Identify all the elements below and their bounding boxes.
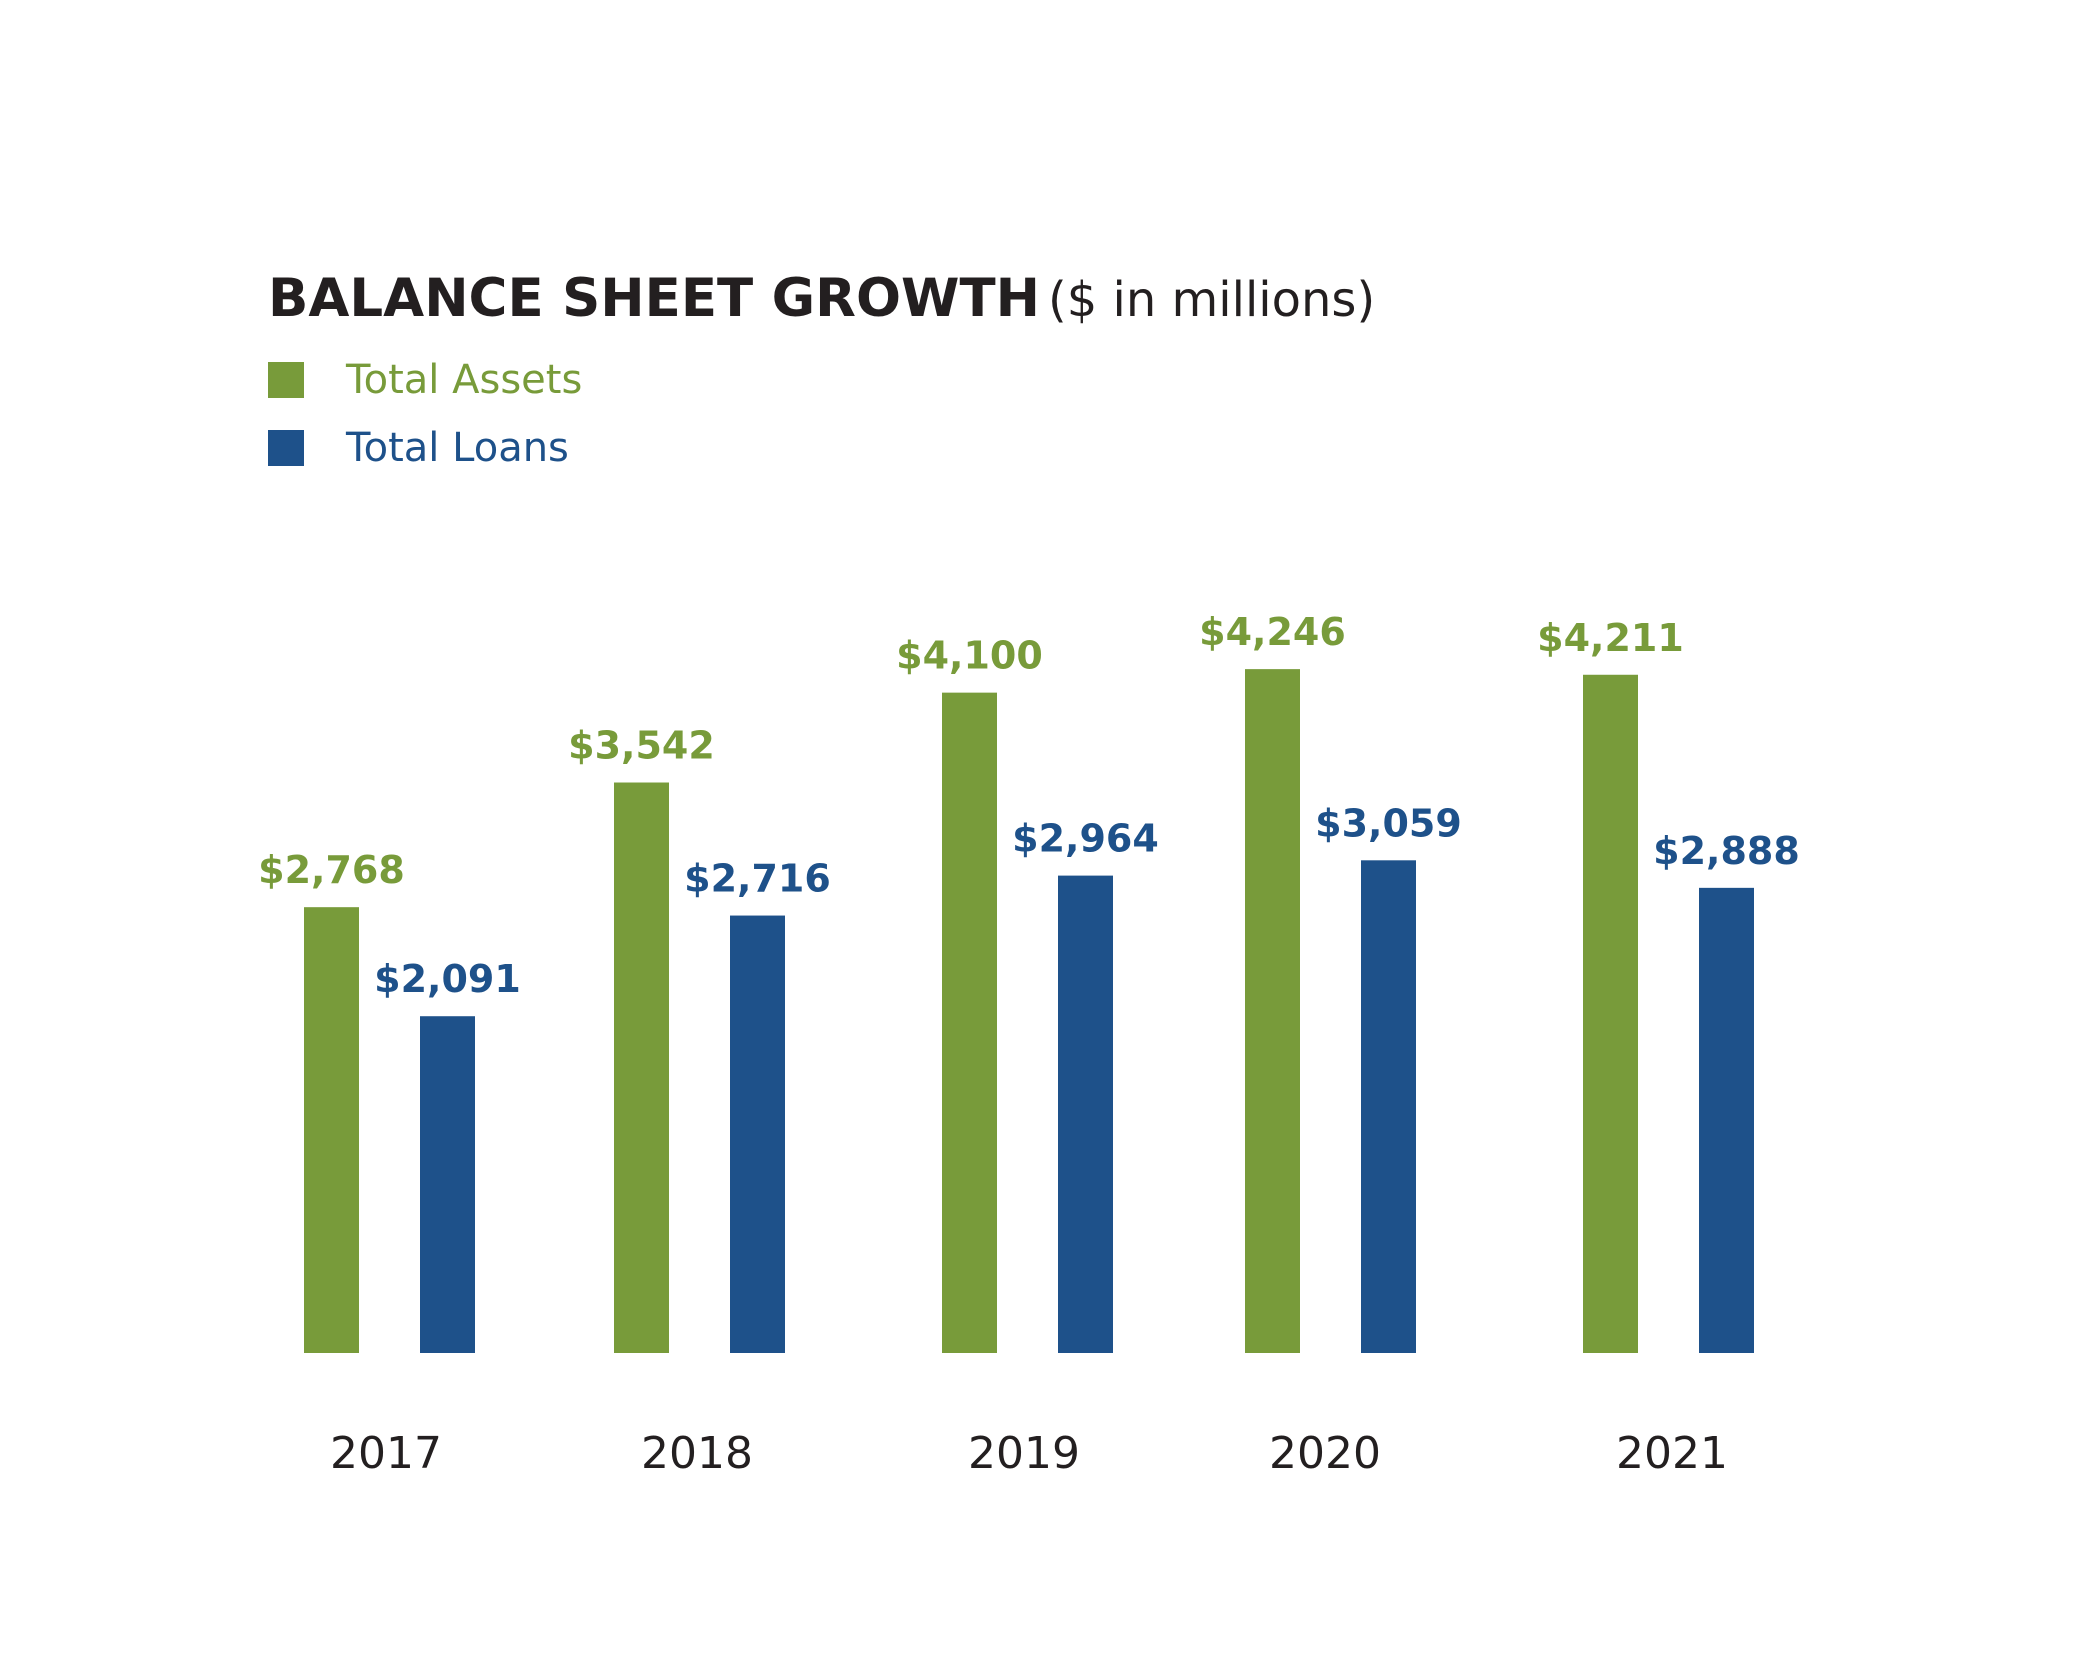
bar-total-loans-2017 xyxy=(420,1016,475,1353)
data-label-total-assets-2017: $2,768 xyxy=(258,848,405,892)
data-label-total-assets-2019: $4,100 xyxy=(896,634,1043,678)
bar-total-assets-2019 xyxy=(942,692,997,1353)
x-tick-label-2017: 2017 xyxy=(330,1428,442,1479)
data-label-total-loans-2020: $3,059 xyxy=(1315,801,1462,845)
x-tick-label-2018: 2018 xyxy=(641,1428,753,1479)
x-tick-label-2019: 2019 xyxy=(968,1428,1080,1479)
data-label-total-assets-2020: $4,246 xyxy=(1199,610,1346,654)
bar-total-assets-2021 xyxy=(1583,674,1638,1353)
data-label-total-loans-2017: $2,091 xyxy=(374,957,521,1001)
legend-swatch-total-assets xyxy=(268,362,304,398)
data-label-total-loans-2021: $2,888 xyxy=(1653,829,1800,873)
legend-label-total-loans: Total Loans xyxy=(346,425,569,471)
bar-total-loans-2018 xyxy=(730,915,785,1353)
x-tick-label-2021: 2021 xyxy=(1616,1428,1728,1479)
bar-total-assets-2020 xyxy=(1245,669,1300,1353)
data-label-total-assets-2021: $4,211 xyxy=(1537,616,1684,660)
bar-total-assets-2018 xyxy=(614,782,669,1353)
data-label-total-assets-2018: $3,542 xyxy=(568,724,715,768)
data-label-total-loans-2018: $2,716 xyxy=(684,857,831,901)
chart-title-main: BALANCE SHEET GROWTH xyxy=(268,268,1040,329)
x-tick-label-2020: 2020 xyxy=(1269,1428,1381,1479)
bar-total-loans-2020 xyxy=(1361,860,1416,1353)
legend-label-total-assets: Total Assets xyxy=(346,357,583,403)
data-label-total-loans-2019: $2,964 xyxy=(1012,817,1159,861)
chart-title-units: ($ in millions) xyxy=(1048,272,1376,328)
bar-total-loans-2019 xyxy=(1058,875,1113,1353)
legend-swatch-total-loans xyxy=(268,430,304,466)
legend-item-total-loans: Total Loans xyxy=(268,428,569,468)
bar-total-loans-2021 xyxy=(1699,887,1754,1353)
legend-item-total-assets: Total Assets xyxy=(268,360,582,400)
chart-title: BALANCE SHEET GROWTH ($ in millions) xyxy=(268,272,1375,325)
bar-total-assets-2017 xyxy=(304,907,359,1353)
